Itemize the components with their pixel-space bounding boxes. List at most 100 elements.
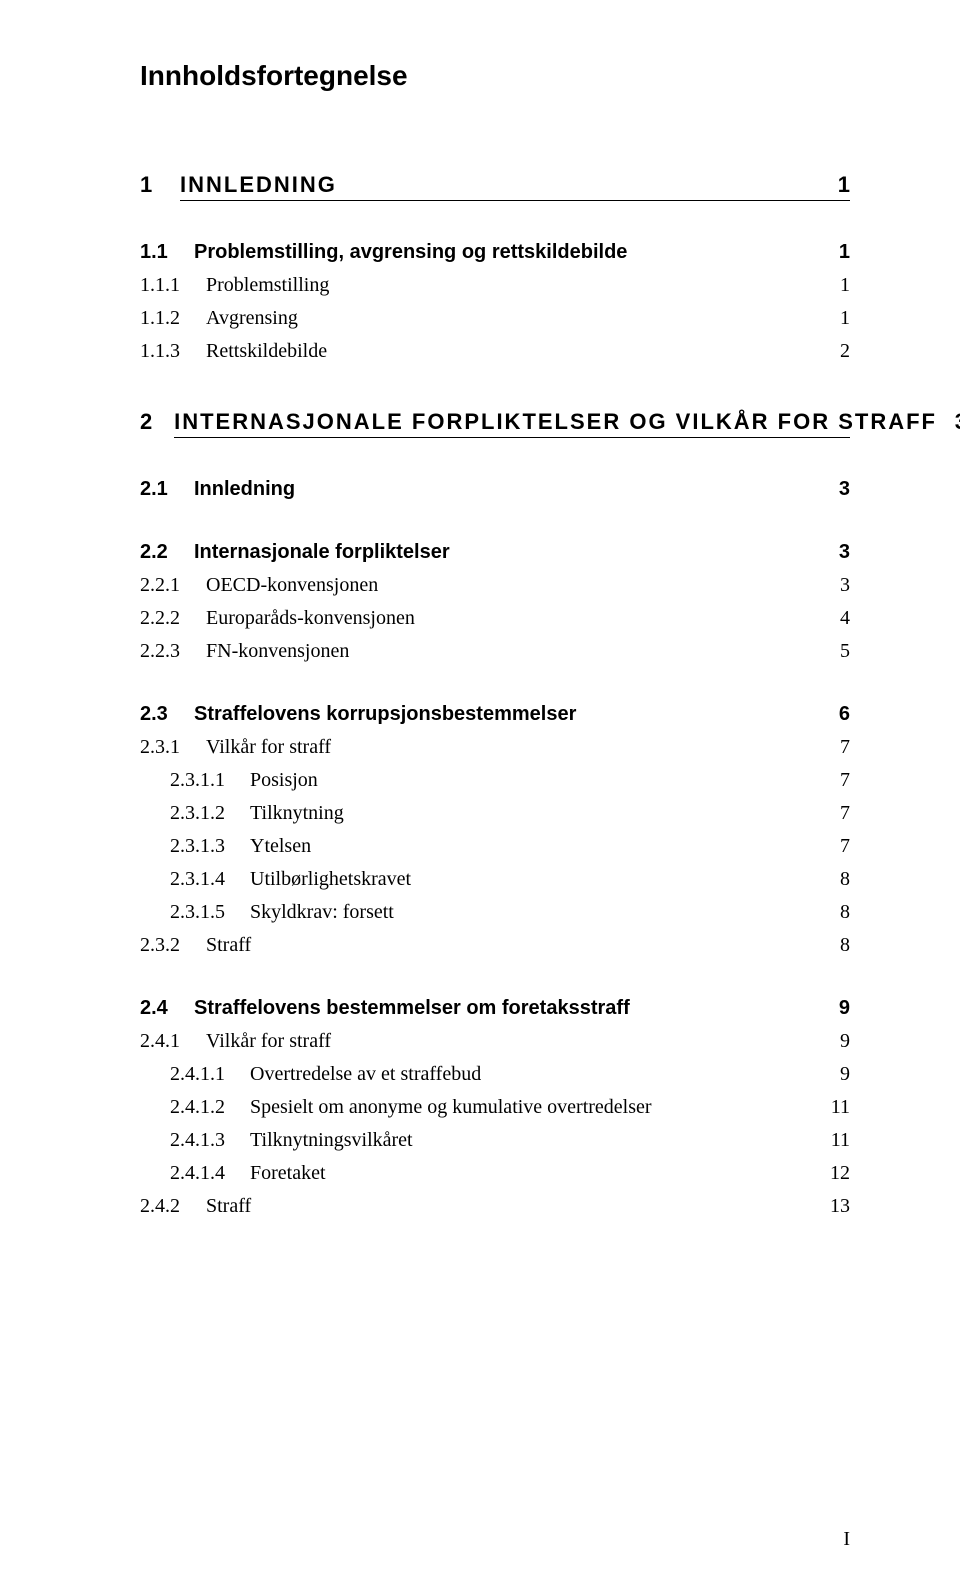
toc-entry-number: 2.2 — [140, 541, 194, 564]
toc-entry-label: Skyldkrav: forsett — [250, 901, 394, 924]
toc-entry-label: Problemstilling, avgrensing og rettskild… — [194, 241, 627, 264]
toc-entry: 2.4.1.2Spesielt om anonyme og kumulative… — [140, 1096, 850, 1119]
toc-entry-page: 7 — [820, 736, 850, 759]
toc-entry-label: Straff — [206, 1195, 251, 1218]
toc-entry-number: 2.4.1.4 — [170, 1162, 250, 1185]
toc-entry-number: 2.4.1.2 — [170, 1096, 250, 1119]
toc-entry: 2.3.1.5Skyldkrav: forsett 8 — [140, 901, 850, 924]
toc-entry-number: 2.3.2 — [140, 934, 206, 957]
toc-entry-number: 2.2.3 — [140, 640, 206, 663]
toc-entry-label: Problemstilling — [206, 274, 329, 297]
toc-entry: 1INNLEDNING1 — [140, 172, 850, 201]
toc-entry: 2.3.1.3Ytelsen 7 — [140, 835, 850, 858]
toc-entry-page: 9 — [820, 997, 850, 1020]
toc-entry-page: 2 — [820, 340, 850, 363]
toc-entry-number: 2.4 — [140, 997, 194, 1020]
toc-entry-page: 4 — [820, 607, 850, 630]
toc-entry-label: Straffelovens bestemmelser om foretaksst… — [194, 997, 630, 1020]
toc-entry: 2.3.1Vilkår for straff 7 — [140, 736, 850, 759]
toc-entry-number: 2.4.1.1 — [170, 1063, 250, 1086]
toc-entry: 2.4.1.4Foretaket12 — [140, 1162, 850, 1185]
toc-entry-number: 2.3.1.4 — [170, 868, 250, 891]
toc-entry-page: 3 — [937, 409, 960, 435]
page: Innholdsfortegnelse 1INNLEDNING11.1Probl… — [0, 0, 960, 1587]
toc-entry: 2.2Internasjonale forpliktelser3 — [140, 541, 850, 564]
table-of-contents: 1INNLEDNING11.1Problemstilling, avgrensi… — [140, 172, 850, 1218]
toc-entry-number: 2.3.1.3 — [170, 835, 250, 858]
toc-entry-label: Vilkår for straff — [206, 736, 331, 759]
toc-entry-number: 2.2.1 — [140, 574, 206, 597]
toc-entry-page: 1 — [820, 172, 850, 198]
toc-entry: 2.4.1Vilkår for straff 9 — [140, 1030, 850, 1053]
toc-entry-number: 2.1 — [140, 478, 194, 501]
toc-entry-label: Avgrensing — [206, 307, 298, 330]
toc-entry-label: Spesielt om anonyme og kumulative overtr… — [250, 1096, 652, 1119]
toc-entry: 1.1.2Avgrensing 1 — [140, 307, 850, 330]
toc-entry-page: 1 — [820, 274, 850, 297]
toc-entry-page: 3 — [820, 541, 850, 564]
footer-page-number: I — [843, 1528, 850, 1551]
toc-entry-number: 2.3 — [140, 703, 194, 726]
toc-entry-page: 3 — [820, 478, 850, 501]
toc-entry-page: 9 — [820, 1030, 850, 1053]
toc-entry-page: 8 — [820, 934, 850, 957]
toc-entry: 1.1.3Rettskildebilde2 — [140, 340, 850, 363]
toc-entry-label: Overtredelse av et straffebud — [250, 1063, 481, 1086]
toc-entry: 2.2.3FN-konvensjonen 5 — [140, 640, 850, 663]
toc-entry: 2.1Innledning 3 — [140, 478, 850, 501]
toc-entry-page: 7 — [820, 769, 850, 792]
toc-entry-number: 2.3.1.5 — [170, 901, 250, 924]
toc-entry-underline: INNLEDNING1 — [180, 172, 850, 201]
toc-entry-number: 1.1.2 — [140, 307, 206, 330]
toc-entry-label: Europaråds-konvensjonen — [206, 607, 415, 630]
toc-entry-page: 8 — [820, 901, 850, 924]
toc-entry-label: Tilknytning — [250, 802, 344, 825]
toc-entry: 2INTERNASJONALE FORPLIKTELSER OG VILKÅR … — [140, 409, 850, 438]
toc-entry: 1.1Problemstilling, avgrensing og rettsk… — [140, 241, 850, 264]
toc-entry-page: 13 — [820, 1195, 850, 1218]
toc-entry-label: INTERNASJONALE FORPLIKTELSER OG VILKÅR F… — [174, 409, 937, 435]
toc-entry-label: Tilknytningsvilkåret — [250, 1129, 413, 1152]
toc-entry-underline: INTERNASJONALE FORPLIKTELSER OG VILKÅR F… — [174, 409, 850, 438]
toc-entry-label: Ytelsen — [250, 835, 311, 858]
toc-entry-page: 3 — [820, 574, 850, 597]
toc-entry-number: 2.3.1.1 — [170, 769, 250, 792]
toc-entry-number: 2.2.2 — [140, 607, 206, 630]
toc-entry: 2.3.1.2Tilknytning7 — [140, 802, 850, 825]
toc-entry-label: FN-konvensjonen — [206, 640, 349, 663]
toc-entry-page: 7 — [820, 802, 850, 825]
doc-title: Innholdsfortegnelse — [140, 60, 850, 92]
toc-entry: 2.2.2Europaråds-konvensjonen 4 — [140, 607, 850, 630]
toc-entry-number: 2.3.1 — [140, 736, 206, 759]
toc-entry: 2.2.1OECD-konvensjonen 3 — [140, 574, 850, 597]
toc-entry-label: Innledning — [194, 478, 295, 501]
toc-entry-number: 2 — [140, 409, 174, 435]
toc-entry: 2.4.2Straff13 — [140, 1195, 850, 1218]
toc-entry-page: 1 — [820, 307, 850, 330]
toc-entry: 2.4.1.3Tilknytningsvilkåret 11 — [140, 1129, 850, 1152]
toc-entry-number: 1.1.3 — [140, 340, 206, 363]
toc-entry-number: 2.4.1.3 — [170, 1129, 250, 1152]
toc-entry-number: 1.1 — [140, 241, 194, 264]
toc-entry-label: OECD-konvensjonen — [206, 574, 378, 597]
toc-entry-page: 11 — [820, 1129, 850, 1152]
toc-entry-label: Utilbørlighetskravet — [250, 868, 411, 891]
toc-entry-page: 11 — [820, 1096, 850, 1119]
toc-entry-page: 5 — [820, 640, 850, 663]
toc-entry-page: 7 — [820, 835, 850, 858]
toc-entry-label: Vilkår for straff — [206, 1030, 331, 1053]
toc-entry-label: Straffelovens korrupsjonsbestemmelser — [194, 703, 576, 726]
toc-entry-label: Posisjon — [250, 769, 318, 792]
toc-entry-number: 2.4.1 — [140, 1030, 206, 1053]
toc-entry: 2.3.1.1Posisjon 7 — [140, 769, 850, 792]
toc-entry: 2.3.1.4Utilbørlighetskravet 8 — [140, 868, 850, 891]
toc-entry: 2.3.2Straff8 — [140, 934, 850, 957]
toc-entry: 1.1.1Problemstilling 1 — [140, 274, 850, 297]
toc-entry-number: 1.1.1 — [140, 274, 206, 297]
toc-entry-page: 9 — [820, 1063, 850, 1086]
toc-entry-page: 12 — [820, 1162, 850, 1185]
toc-entry-page: 8 — [820, 868, 850, 891]
toc-entry-number: 1 — [140, 172, 180, 198]
toc-entry: 2.4.1.1Overtredelse av et straffebud 9 — [140, 1063, 850, 1086]
toc-entry: 2.4Straffelovens bestemmelser om foretak… — [140, 997, 850, 1020]
